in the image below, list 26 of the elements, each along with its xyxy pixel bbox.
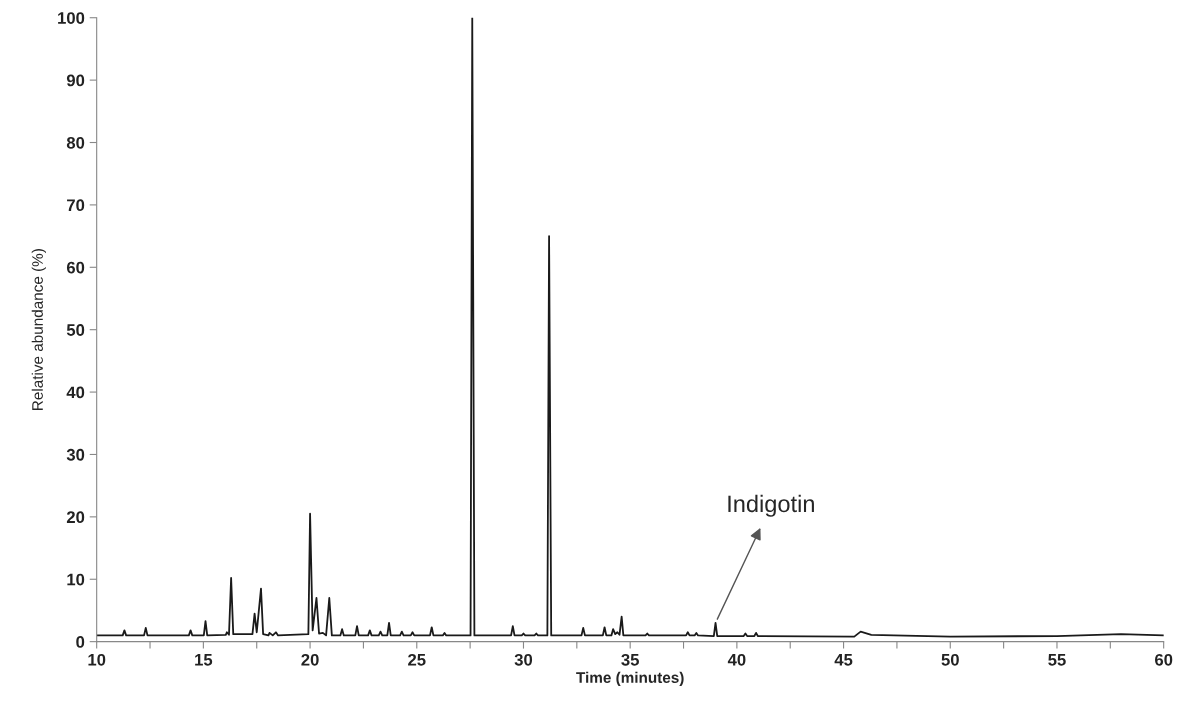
x-tick-label: 20 — [301, 653, 319, 666]
y-tick-label: 100 — [58, 12, 85, 24]
y-tick-label: 10 — [67, 573, 85, 586]
y-tick-label: 0 — [76, 636, 85, 648]
y-tick-label: 40 — [66, 386, 85, 399]
y-tick-label: 90 — [66, 74, 85, 87]
x-tick-label: 40 — [727, 653, 746, 666]
line-series — [96, 17, 1164, 638]
y-tick-label: 80 — [66, 136, 85, 149]
y-axis-title: Relative abundance (%) — [31, 249, 46, 410]
x-tick-label: 30 — [514, 653, 533, 666]
y-tick-label: 50 — [66, 324, 85, 336]
annotation: Indigotin — [728, 494, 814, 517]
x-tick-label: 15 — [195, 654, 213, 666]
x-tick-label: 45 — [834, 654, 853, 666]
x-tick-label: 55 — [1048, 654, 1066, 666]
x-tick-label: 60 — [1155, 653, 1173, 666]
y-tick-label: 70 — [67, 199, 85, 212]
y-tick-label: 60 — [66, 261, 85, 274]
x-tick-label: 50 — [941, 653, 959, 666]
x-tick-label: 25 — [408, 653, 426, 666]
y-tick-label: 20 — [66, 511, 85, 524]
x-tick-label: 35 — [621, 653, 639, 666]
x-axis-title: Time (minutes) — [576, 671, 684, 687]
x-tick-label: 10 — [88, 653, 106, 666]
y-tick-label: 30 — [66, 448, 85, 461]
